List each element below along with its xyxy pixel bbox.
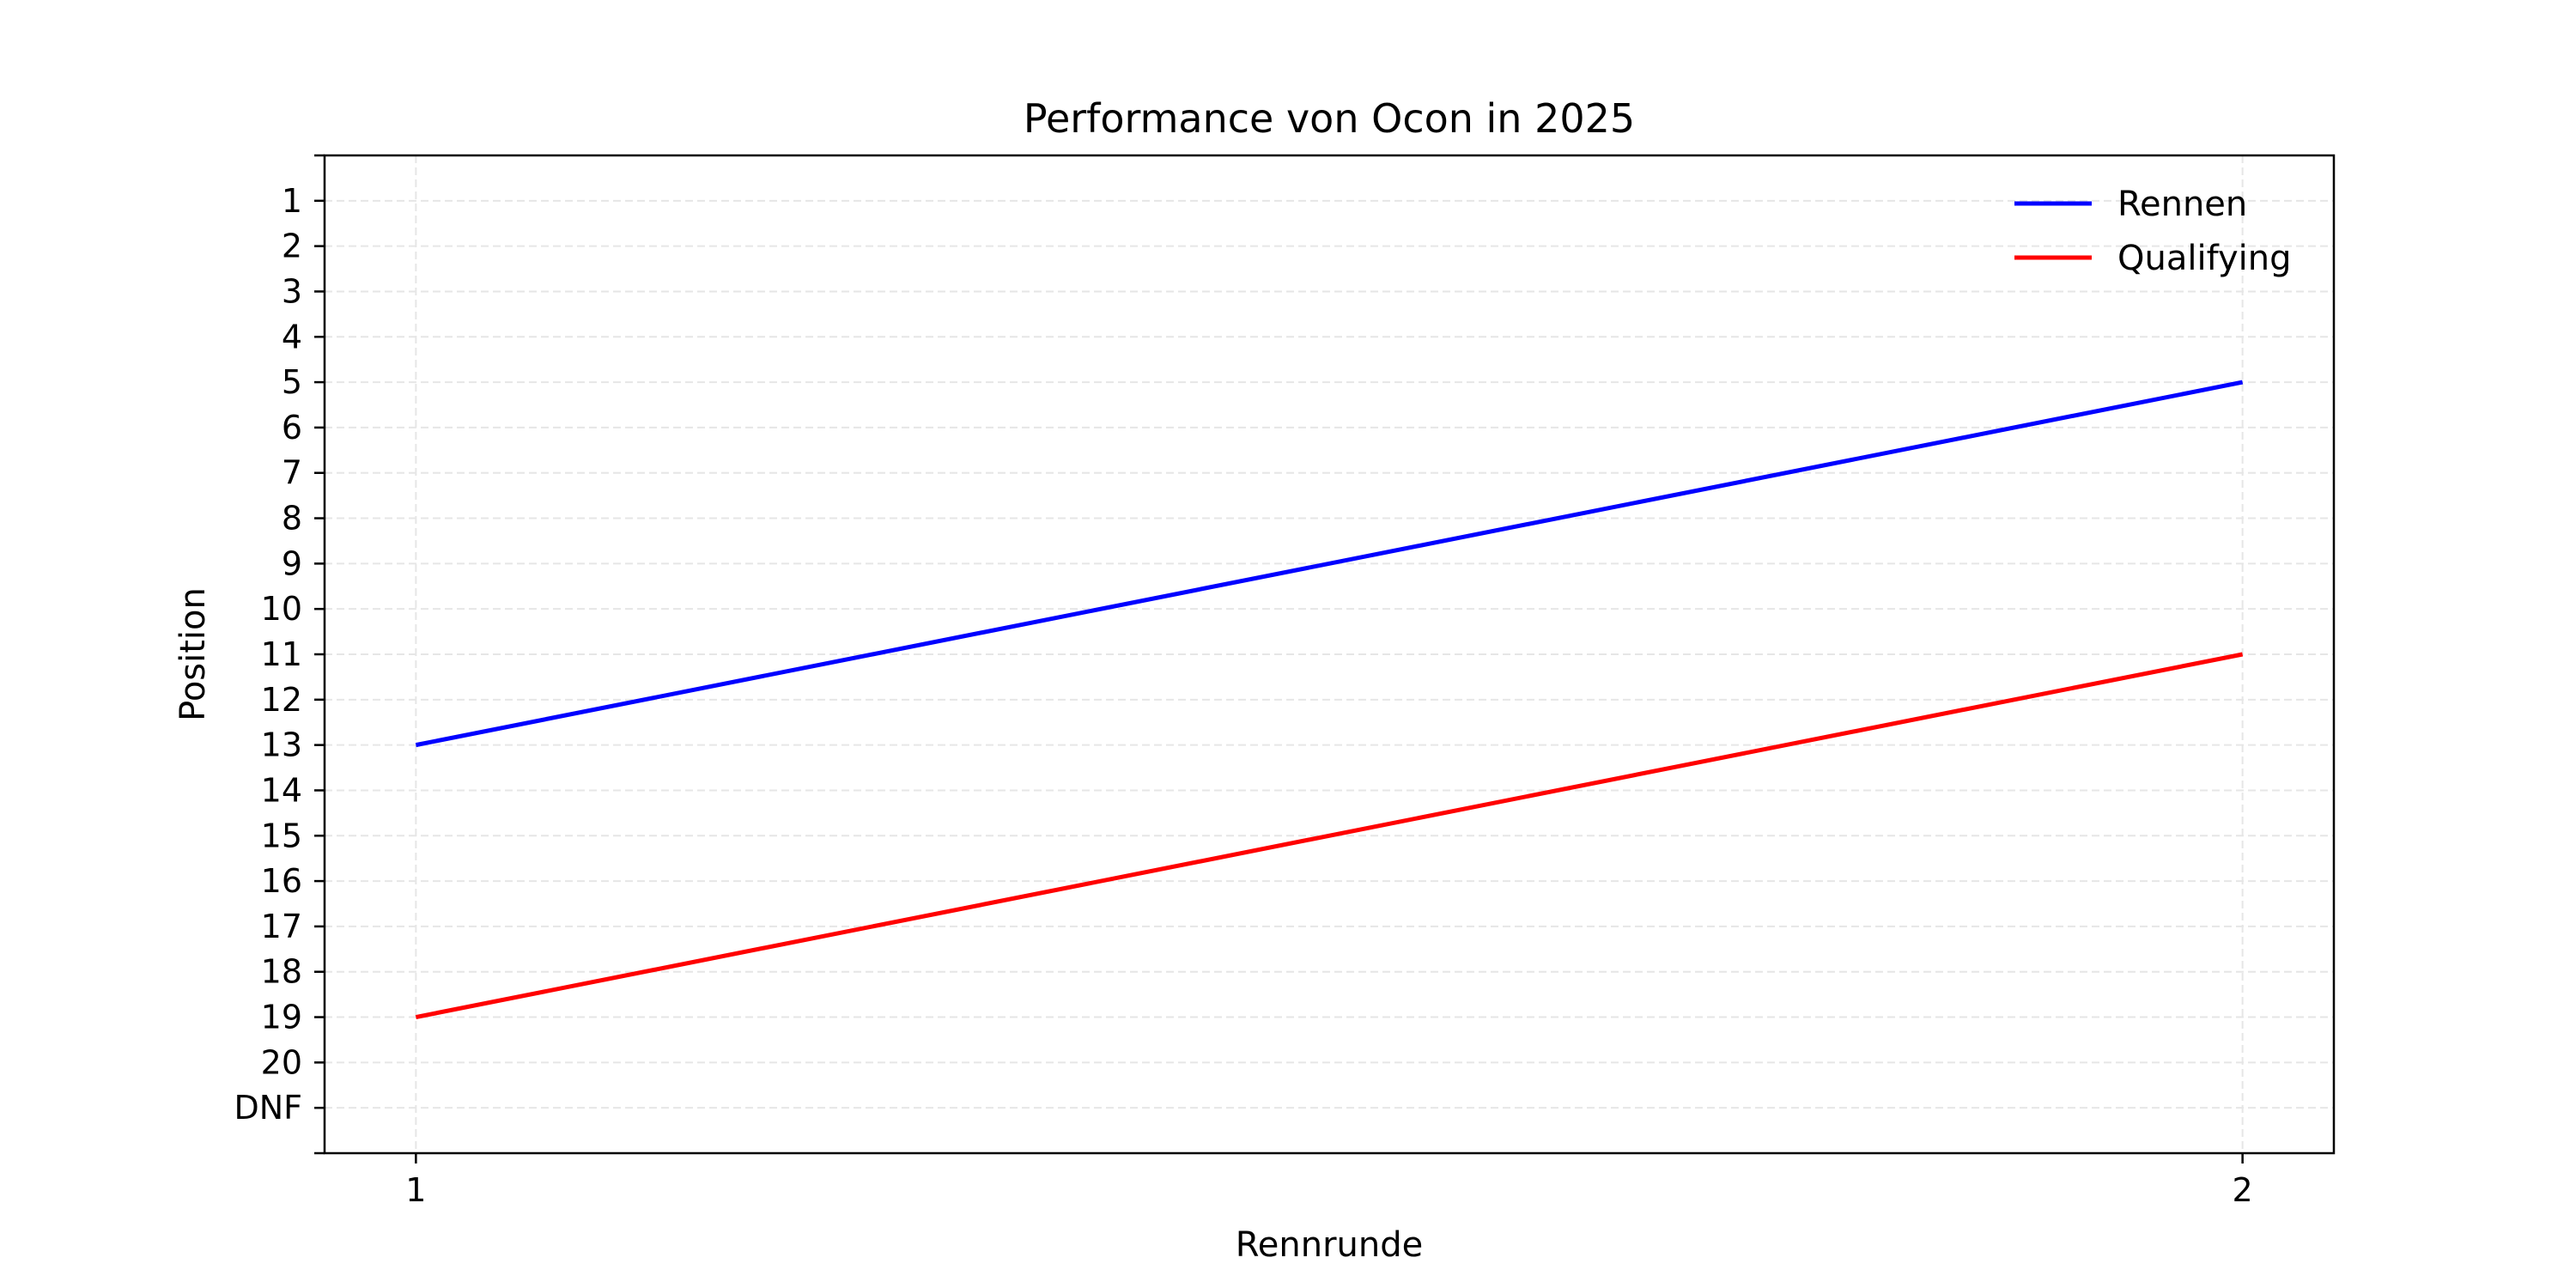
y-tick-label: 7: [282, 454, 302, 492]
y-tick-label: 12: [261, 681, 302, 719]
x-tick-label: 2: [2233, 1171, 2253, 1209]
y-tick-label: 4: [282, 318, 302, 355]
x-axis-label: Rennrunde: [1236, 1225, 1423, 1265]
y-tick-label: 8: [282, 500, 302, 538]
y-tick-label: DNF: [234, 1089, 302, 1127]
y-tick-label: 5: [282, 363, 302, 401]
grid: [325, 155, 2334, 1153]
y-tick-label: 11: [261, 635, 302, 673]
legend-label: Rennen: [2117, 185, 2247, 224]
y-tick-label: 13: [261, 726, 302, 764]
y-tick-label: 16: [261, 862, 302, 900]
y-tick-label: 20: [261, 1043, 302, 1081]
legend: Rennen Qualifying: [2014, 185, 2291, 278]
y-tick-label: 1: [282, 182, 302, 220]
y-tick-label: 18: [261, 953, 302, 991]
y-tick-label: 9: [282, 544, 302, 582]
y-tick-label: 2: [282, 228, 302, 265]
series-group: [415, 380, 2244, 1019]
y-axis-label: Position: [173, 587, 213, 721]
series-line-rennen: [415, 380, 2244, 748]
y-tick-label: 14: [261, 771, 302, 809]
y-tick-label: 15: [261, 817, 302, 854]
chart-title: Performance von Ocon in 2025: [1024, 95, 1635, 142]
y-tick-label: 17: [261, 908, 302, 945]
y-tick-label: 3: [282, 272, 302, 310]
y-tick-label: 6: [282, 409, 302, 447]
y-tick-label: 19: [261, 999, 302, 1036]
y-tick-label: 10: [261, 590, 302, 628]
x-tick-label: 1: [405, 1171, 426, 1209]
legend-label: Qualifying: [2117, 239, 2291, 278]
series-line-qualifying: [415, 652, 2244, 1019]
